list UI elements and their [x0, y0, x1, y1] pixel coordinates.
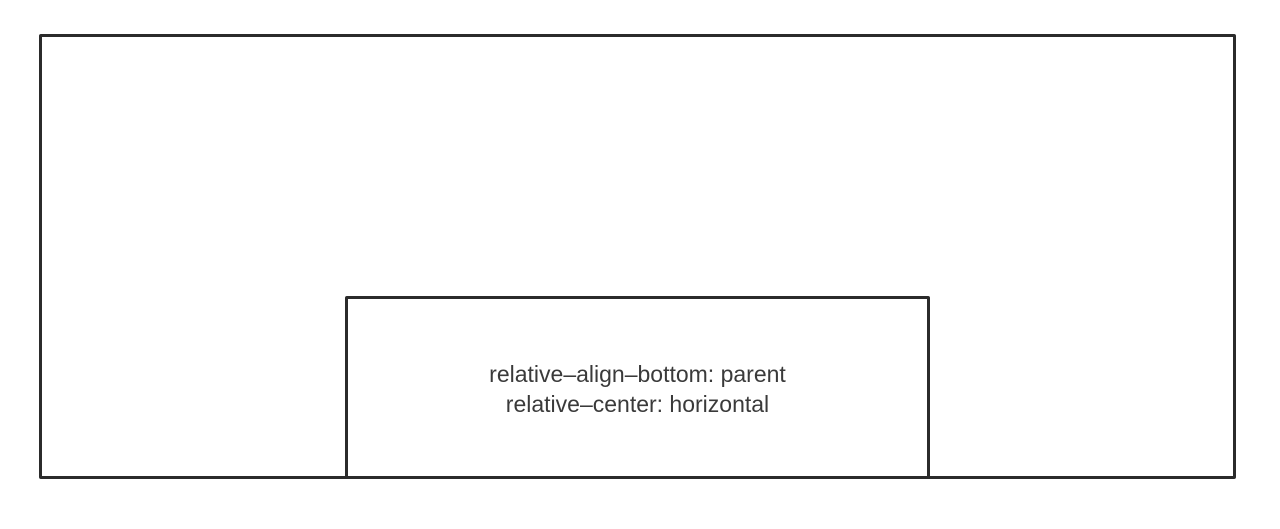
child-label: relative–align–bottom: parent relative–c… [489, 359, 786, 419]
child-label-line-align-bottom: relative–align–bottom: parent [489, 360, 786, 387]
child-box: relative–align–bottom: parent relative–c… [345, 296, 930, 479]
child-label-line-center-horizontal: relative–center: horizontal [505, 390, 770, 417]
